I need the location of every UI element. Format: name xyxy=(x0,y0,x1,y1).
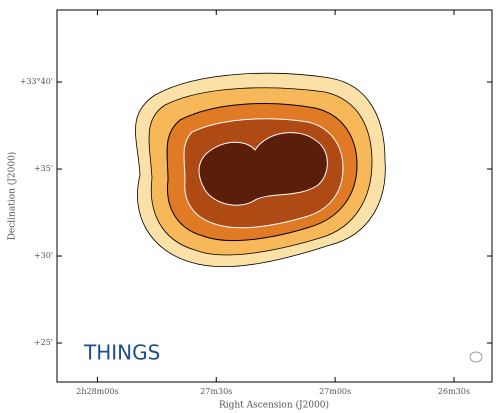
y-tick-label: +33°40' xyxy=(20,77,53,86)
x-tick-label: 27m00s xyxy=(319,387,351,396)
galaxy-image xyxy=(135,73,385,266)
chart: THINGS Right Ascension (J2000) Declinati… xyxy=(0,0,497,413)
x-tick-label: 2h28m00s xyxy=(76,387,118,396)
x-tick-label: 26m30s xyxy=(438,387,470,396)
y-tick-label: +30' xyxy=(34,251,53,260)
annotation: THINGS xyxy=(83,341,160,365)
y-tick-label: +35' xyxy=(34,164,53,173)
x-axis-label: Right Ascension (J2000) xyxy=(219,400,329,411)
x-tick-label: 27m30s xyxy=(200,387,232,396)
y-axis-label: Declination (J2000) xyxy=(7,152,18,241)
y-tick-label: +25' xyxy=(34,338,53,347)
